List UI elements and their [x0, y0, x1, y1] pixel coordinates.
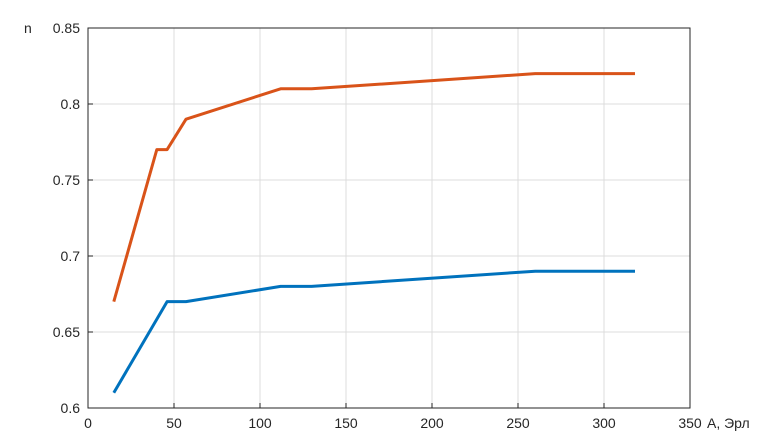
x-tick-label: 50 [166, 415, 182, 431]
y-tick-label: 0.8 [61, 96, 81, 112]
series-line-2 [112, 269, 635, 394]
x-tick-label: 200 [420, 415, 444, 431]
y-tick-label: 0.85 [53, 20, 80, 36]
y-axis-label: n [24, 20, 32, 36]
x-axis-label: A, Эрл [707, 415, 750, 431]
x-tick-label: 0 [84, 415, 92, 431]
x-tick-label: 300 [592, 415, 616, 431]
x-tick-label: 350 [678, 415, 702, 431]
tick-labels: 0 50 100 150 200 250 300 350 0.6 0.65 0.7 0.75 0.8 0.… [53, 20, 702, 431]
grid [88, 28, 690, 408]
x-tick-label: 250 [506, 415, 530, 431]
series-line-1 [112, 72, 635, 303]
x-tick-label: 150 [334, 415, 358, 431]
y-tick-label: 0.75 [53, 172, 80, 188]
y-tick-label: 0.6 [61, 400, 81, 416]
y-tick-label: 0.7 [61, 248, 81, 264]
y-tick-label: 0.65 [53, 324, 80, 340]
series-layer [112, 72, 635, 394]
x-tick-label: 100 [248, 415, 272, 431]
plot-frame [87, 27, 691, 409]
